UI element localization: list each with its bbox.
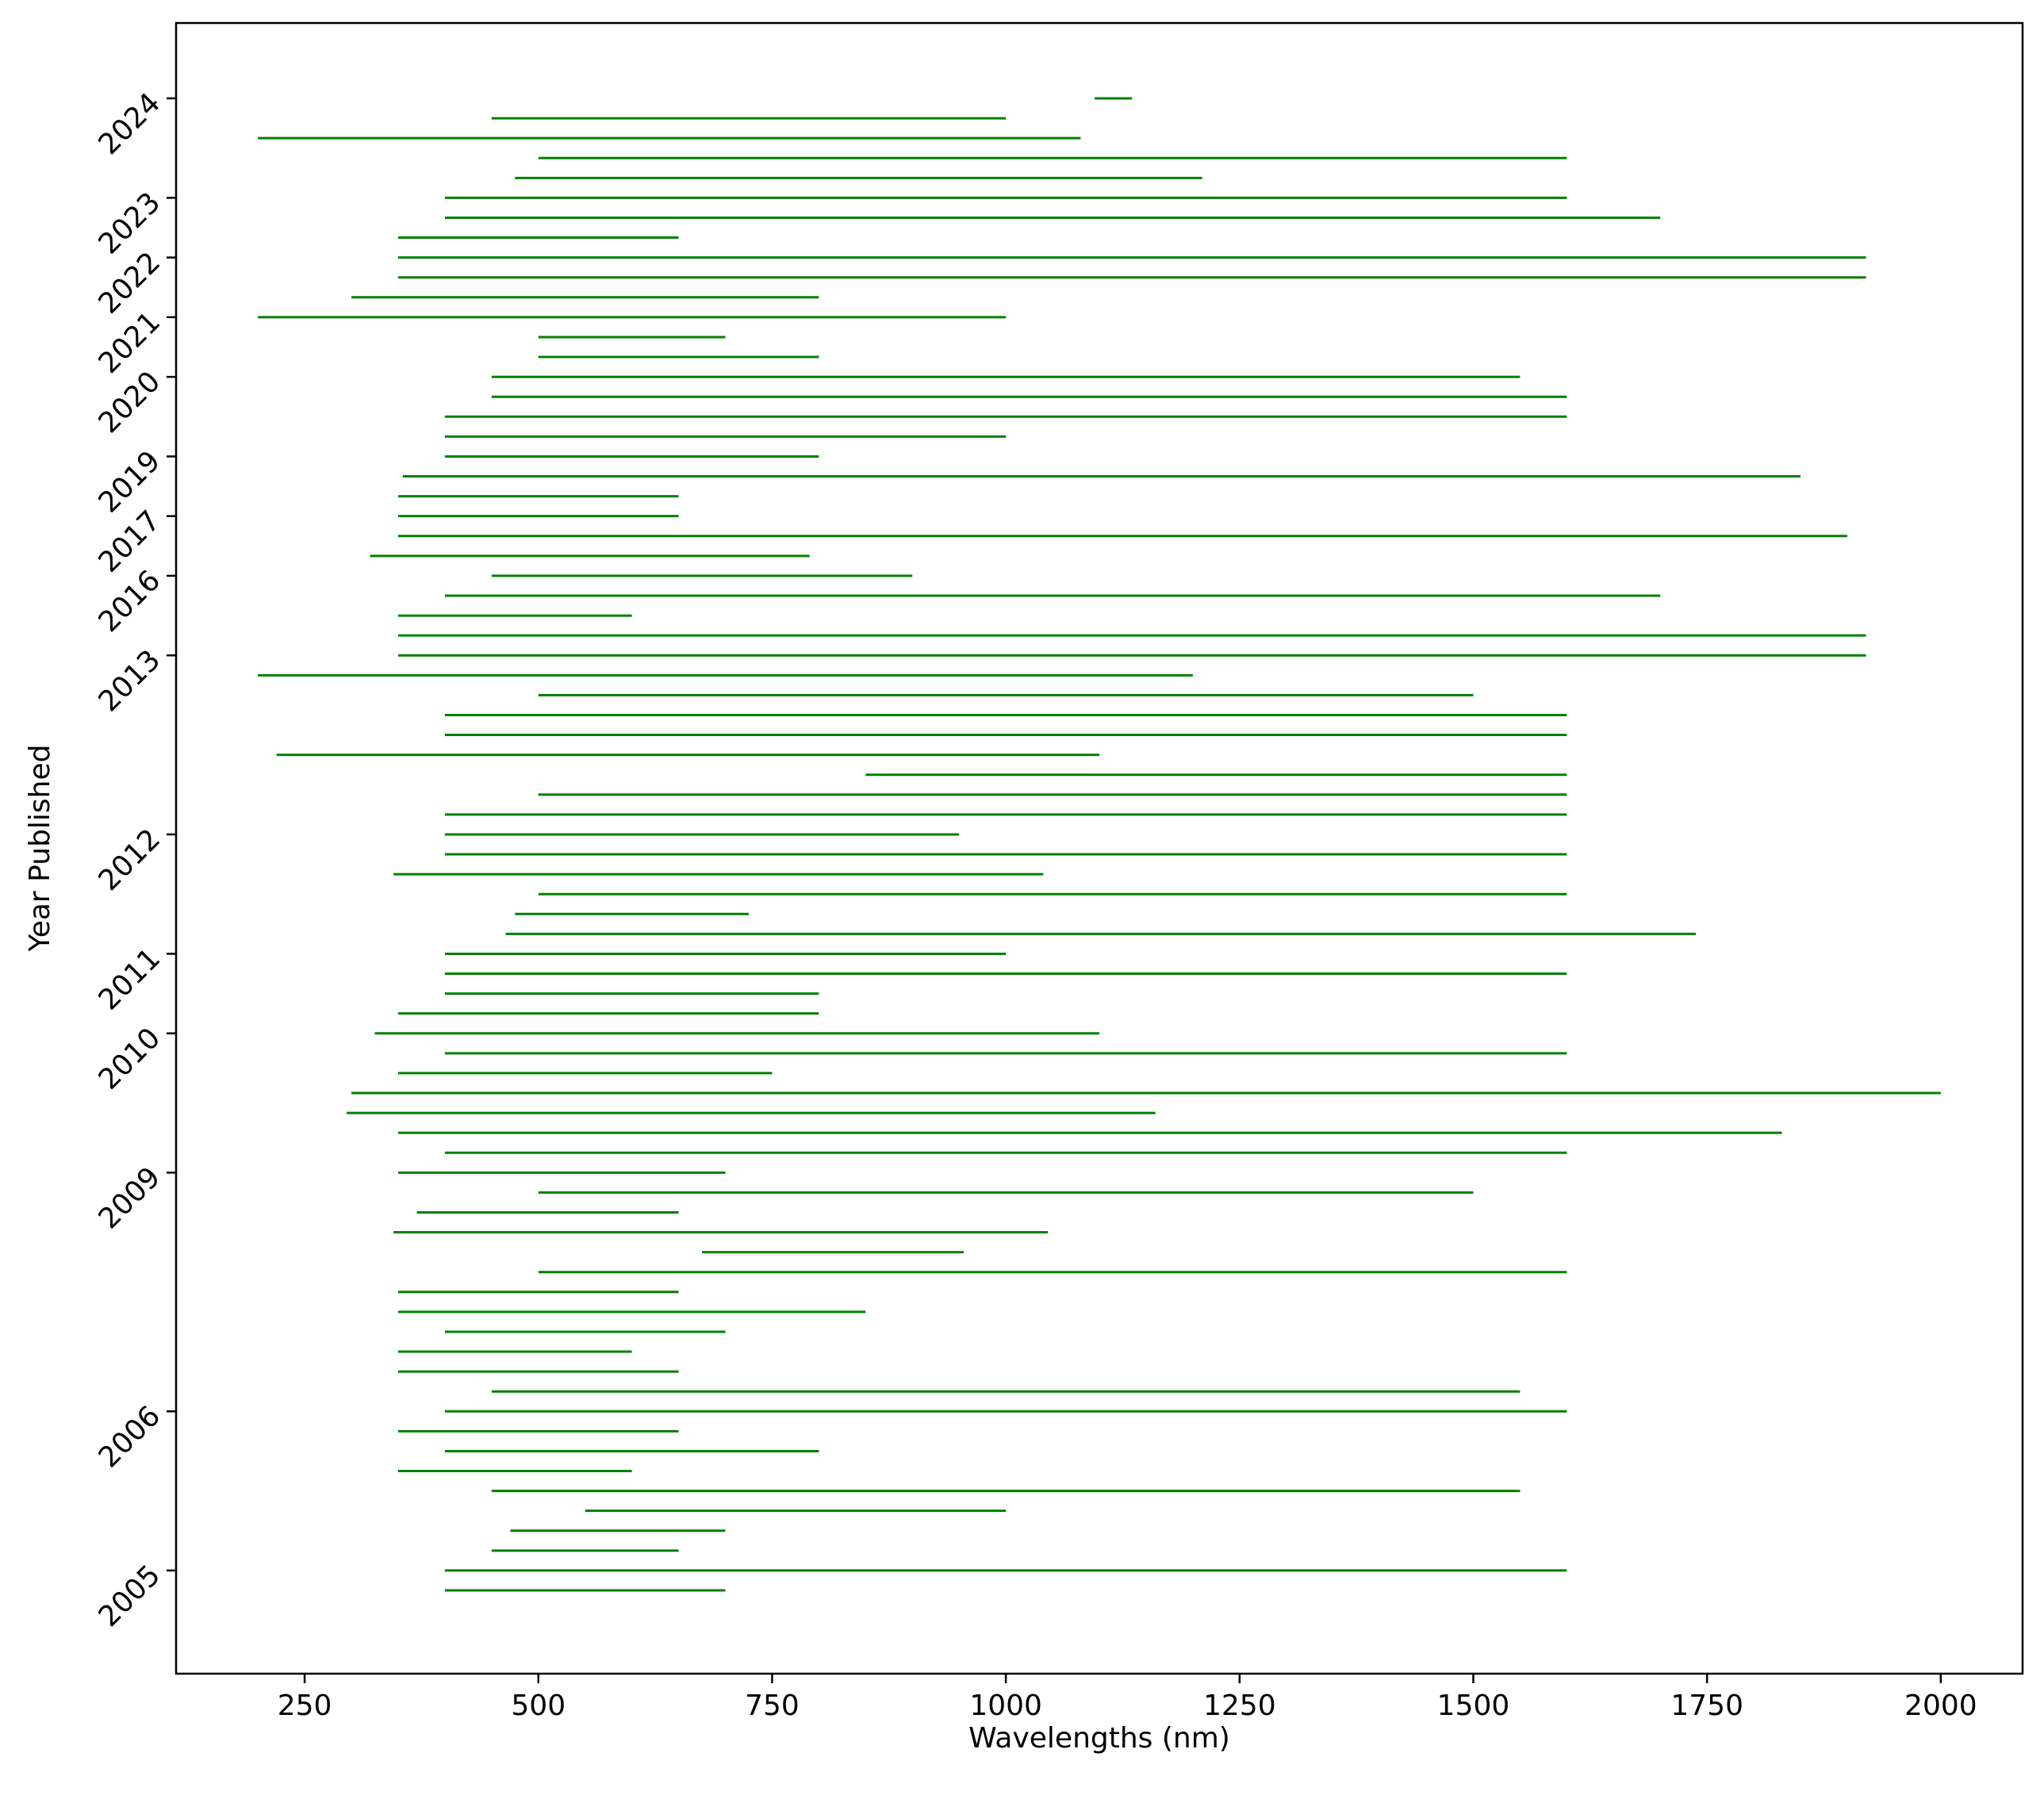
x-tick-label: 1000: [969, 1690, 1042, 1722]
x-tick-label: 750: [745, 1690, 800, 1722]
range-lines: [258, 97, 1941, 1592]
x-tick-label: 2000: [1904, 1690, 1977, 1722]
x-tick-label: 250: [278, 1690, 332, 1722]
plot-frame: [174, 21, 2024, 1675]
x-tick-label: 500: [511, 1690, 566, 1722]
x-axis-ticks: 250 500 750 1000 1250 1500 1750 2000: [278, 1674, 1977, 1722]
x-tick-label: 1750: [1670, 1690, 1743, 1722]
y-axis-label: Year Published: [24, 745, 56, 953]
x-tick-label: 1250: [1203, 1690, 1276, 1722]
x-tick-label: 1500: [1437, 1690, 1510, 1722]
x-axis-label: Wavelengths (nm): [968, 1722, 1230, 1755]
